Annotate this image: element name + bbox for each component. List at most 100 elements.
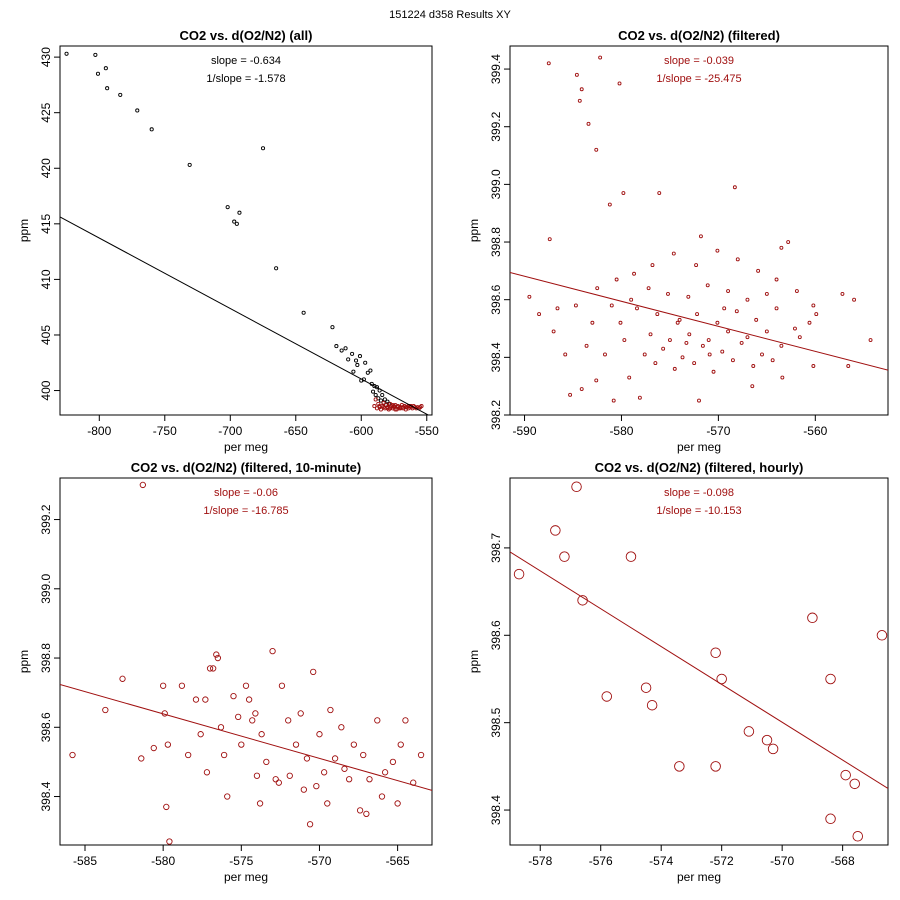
y-tick-label: 398.8 (39, 643, 53, 673)
data-point (697, 398, 701, 403)
data-point (374, 717, 381, 724)
data-point (811, 303, 816, 308)
data-point (93, 52, 98, 57)
y-tick-label: 398.7 (489, 533, 503, 563)
data-point (163, 803, 170, 811)
data-point (263, 758, 270, 766)
data-point (316, 731, 323, 738)
data-point (687, 332, 692, 337)
y-tick-label: 410 (39, 269, 53, 289)
chart-title: CO2 vs. d(O2/N2) (filtered) (618, 28, 780, 43)
data-point (601, 691, 613, 702)
y-tick-label: 399.4 (489, 54, 503, 84)
data-point (139, 481, 146, 489)
y-tick-label: 398.2 (489, 400, 503, 430)
x-tick-label: -550 (415, 424, 439, 438)
data-point (706, 338, 711, 342)
data-point (563, 352, 568, 357)
y-tick-label: 400 (39, 380, 53, 400)
data-point (166, 838, 173, 845)
data-point (715, 320, 720, 325)
data-point (160, 682, 167, 689)
data-point (260, 146, 266, 151)
data-point (622, 338, 627, 342)
data-point (292, 741, 300, 748)
x-tick-label: -574 (649, 854, 673, 868)
data-point (360, 751, 367, 759)
slope-annotation: slope = -0.039 (664, 55, 734, 67)
slope-annotation: 1/slope = -10.153 (656, 505, 741, 517)
data-point (657, 191, 662, 195)
data-point (256, 800, 264, 807)
plot-frame (59, 477, 433, 846)
data-point (707, 352, 712, 357)
data-point (618, 320, 623, 325)
data-point (249, 717, 256, 724)
data-point (607, 202, 612, 207)
data-point (393, 407, 398, 412)
data-point (711, 369, 716, 374)
data-point (726, 289, 731, 293)
data-point (745, 297, 750, 302)
data-point (559, 551, 570, 562)
data-point (680, 355, 685, 360)
y-tick-label: 399.0 (489, 169, 503, 199)
data-point (750, 384, 755, 389)
data-point (385, 406, 390, 411)
data-point (373, 397, 378, 402)
slope-annotation: 1/slope = -1.578 (206, 73, 285, 85)
data-point (594, 378, 599, 383)
data-point (595, 286, 600, 291)
data-point (868, 338, 873, 342)
data-point (372, 404, 377, 409)
data-point (220, 751, 228, 759)
data-point (754, 317, 759, 322)
data-point (389, 758, 397, 766)
data-point (363, 360, 368, 365)
data-point (770, 358, 775, 363)
data-point (274, 266, 279, 271)
data-point (825, 813, 836, 825)
data-point (102, 706, 109, 714)
data-point (391, 404, 397, 409)
data-point (178, 682, 186, 689)
data-point (269, 647, 276, 655)
data-point (119, 675, 126, 682)
data-point (378, 793, 386, 800)
chart-panel-3: CO2 vs. d(O2/N2) (filtered, 10-minute) -5… (17, 460, 433, 884)
data-point (698, 234, 703, 239)
y-tick-label: 398.6 (39, 712, 53, 742)
data-point (419, 404, 424, 409)
data-point (551, 329, 556, 334)
data-point (700, 343, 705, 348)
x-tick-label: -750 (153, 424, 177, 438)
data-point (285, 717, 292, 724)
x-tick-label: -570 (307, 854, 331, 868)
x-tick-label: -560 (803, 424, 827, 438)
data-point (373, 392, 378, 398)
data-point (732, 185, 737, 190)
data-point (297, 710, 304, 717)
data-point (655, 312, 660, 317)
data-point (330, 325, 335, 330)
data-point (684, 340, 689, 345)
data-points (527, 55, 873, 403)
slope-annotation: 1/slope = -25.475 (656, 73, 741, 85)
data-point (197, 731, 204, 738)
x-tick-label: -580 (151, 854, 175, 868)
data-point (637, 395, 642, 400)
data-point (573, 303, 578, 308)
data-point (343, 346, 348, 351)
data-point (849, 778, 860, 790)
data-point (574, 72, 579, 77)
data-point (840, 291, 845, 296)
y-tick-label: 398.6 (489, 620, 503, 650)
data-point (825, 673, 836, 685)
data-point (710, 761, 721, 772)
data-point (764, 291, 769, 296)
plot-frame (509, 477, 889, 846)
data-point (224, 793, 231, 800)
data-point (807, 612, 818, 624)
data-point (394, 800, 401, 807)
x-axis-label: per meg (224, 440, 268, 454)
